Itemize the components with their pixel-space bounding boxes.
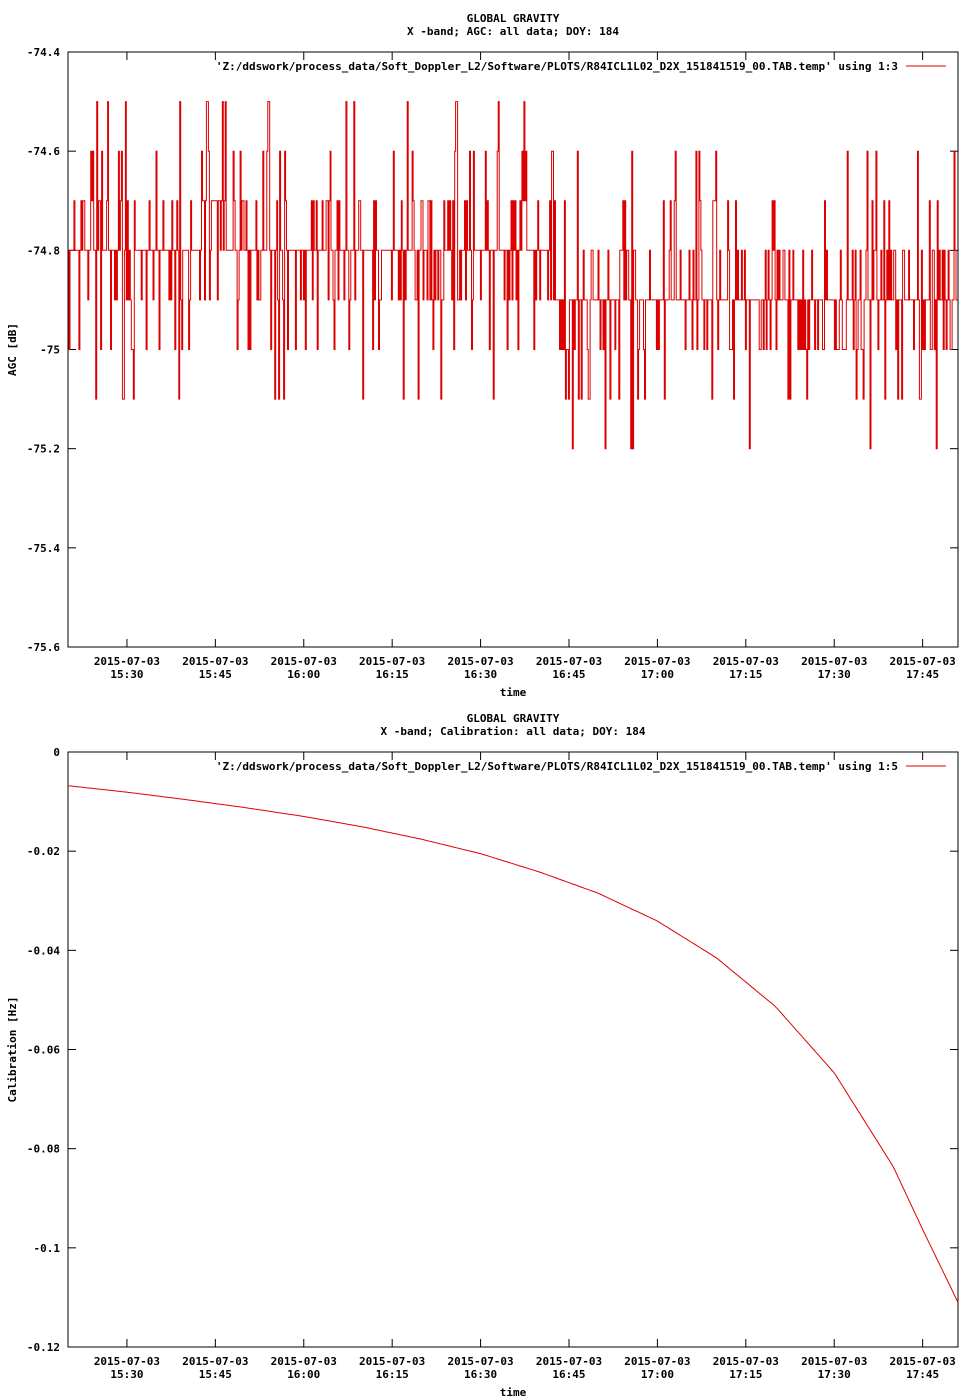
x-tick-date: 2015-07-03	[801, 655, 867, 668]
x-tick-date: 2015-07-03	[359, 655, 425, 668]
y-axis-label: Calibration [Hz]	[6, 997, 19, 1103]
x-tick-date: 2015-07-03	[536, 1355, 602, 1368]
x-tick-time: 15:45	[199, 1368, 232, 1381]
y-axis-label: AGC [dB]	[6, 323, 19, 376]
x-tick-date: 2015-07-03	[801, 1355, 867, 1368]
x-tick-time: 15:30	[110, 668, 143, 681]
x-tick-time: 17:45	[906, 1368, 939, 1381]
x-tick-date: 2015-07-03	[182, 655, 248, 668]
x-tick-time: 17:00	[641, 668, 674, 681]
y-tick-label: -75.2	[27, 443, 60, 456]
x-tick-date: 2015-07-03	[624, 1355, 690, 1368]
y-tick-label: -74.6	[27, 145, 60, 158]
x-tick-date: 2015-07-03	[713, 1355, 779, 1368]
x-tick-time: 17:00	[641, 1368, 674, 1381]
y-tick-label: -0.1	[34, 1242, 61, 1255]
x-tick-time: 17:15	[729, 1368, 762, 1381]
x-tick-date: 2015-07-03	[890, 1355, 956, 1368]
x-tick-time: 16:30	[464, 1368, 497, 1381]
x-tick-time: 16:30	[464, 668, 497, 681]
x-tick-date: 2015-07-03	[536, 655, 602, 668]
x-tick-time: 16:00	[287, 1368, 320, 1381]
x-tick-time: 17:30	[818, 668, 851, 681]
x-axis-label: time	[500, 686, 527, 699]
x-tick-date: 2015-07-03	[890, 655, 956, 668]
x-tick-time: 16:15	[376, 668, 409, 681]
legend-label: 'Z:/ddswork/process_data/Soft_Doppler_L2…	[216, 60, 898, 73]
plot-frame	[67, 751, 959, 1348]
y-tick-label: -75	[40, 344, 60, 357]
x-tick-date: 2015-07-03	[447, 655, 513, 668]
x-tick-date: 2015-07-03	[271, 655, 337, 668]
x-tick-time: 15:30	[110, 1368, 143, 1381]
x-tick-time: 17:15	[729, 668, 762, 681]
x-tick-time: 16:45	[552, 1368, 585, 1381]
x-tick-date: 2015-07-03	[359, 1355, 425, 1368]
series-line	[67, 785, 959, 1303]
x-tick-date: 2015-07-03	[271, 1355, 337, 1368]
x-tick-time: 16:00	[287, 668, 320, 681]
x-tick-time: 17:30	[818, 1368, 851, 1381]
y-tick-label: 0	[53, 746, 60, 759]
legend-label: 'Z:/ddswork/process_data/Soft_Doppler_L2…	[216, 760, 898, 773]
x-tick-time: 16:45	[552, 668, 585, 681]
y-tick-label: -0.04	[27, 944, 60, 957]
y-tick-label: -75.4	[27, 542, 60, 555]
x-axis-label: time	[500, 1386, 527, 1399]
y-tick-label: -75.6	[27, 641, 60, 654]
x-tick-time: 15:45	[199, 668, 232, 681]
x-tick-date: 2015-07-03	[94, 655, 160, 668]
y-tick-label: -0.02	[27, 845, 60, 858]
chart-title: GLOBAL GRAVITY	[467, 12, 560, 25]
x-tick-date: 2015-07-03	[447, 1355, 513, 1368]
x-tick-time: 16:15	[376, 1368, 409, 1381]
x-tick-date: 2015-07-03	[624, 655, 690, 668]
x-tick-date: 2015-07-03	[713, 655, 779, 668]
y-tick-label: -74.8	[27, 244, 60, 257]
chart-subtitle: X -band; AGC: all data; DOY: 184	[407, 25, 619, 38]
chart-subtitle: X -band; Calibration: all data; DOY: 184	[381, 725, 646, 738]
x-tick-date: 2015-07-03	[182, 1355, 248, 1368]
series-line	[68, 101, 958, 450]
x-tick-time: 17:45	[906, 668, 939, 681]
y-tick-label: -0.12	[27, 1341, 60, 1354]
y-tick-label: -0.08	[27, 1143, 60, 1156]
chart-title: GLOBAL GRAVITY	[467, 712, 560, 725]
y-tick-label: -74.4	[27, 46, 60, 59]
y-tick-label: -0.06	[27, 1044, 60, 1057]
x-tick-date: 2015-07-03	[94, 1355, 160, 1368]
